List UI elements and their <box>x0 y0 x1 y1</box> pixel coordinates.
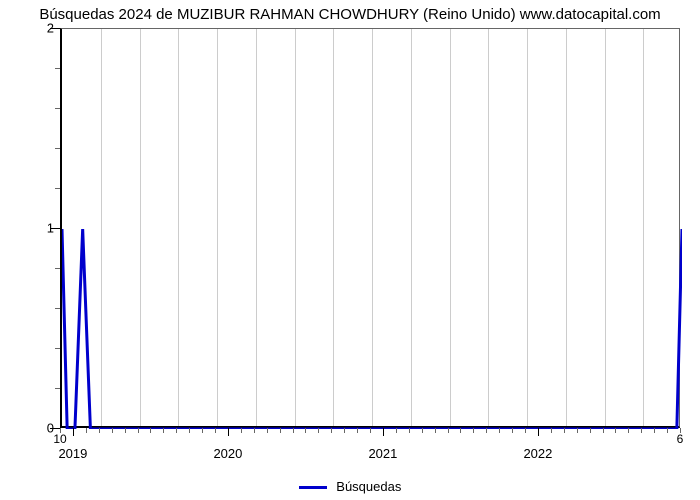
x-tick-minor <box>138 428 139 433</box>
x-year-label: 2019 <box>58 446 87 461</box>
x-tick-minor <box>215 428 216 433</box>
v-gridline <box>295 29 296 426</box>
x-tick-minor <box>603 428 604 433</box>
x-tick-minor <box>512 428 513 433</box>
x-tick-minor <box>435 428 436 433</box>
x-tick-minor <box>370 428 371 433</box>
x-tick-minor <box>267 428 268 433</box>
x-tick-minor <box>318 428 319 433</box>
x-tick-minor <box>641 428 642 433</box>
v-gridline <box>333 29 334 426</box>
y-tick-minor <box>55 68 60 69</box>
x-tick-minor <box>344 428 345 433</box>
v-gridline <box>527 29 528 426</box>
y-tick <box>50 228 60 229</box>
x-tick-minor <box>654 428 655 433</box>
v-gridline <box>643 29 644 426</box>
x-tick-major <box>538 428 539 436</box>
x-tick-minor <box>189 428 190 433</box>
x-tick-minor <box>564 428 565 433</box>
y-tick <box>50 428 60 429</box>
x-tick-minor <box>86 428 87 433</box>
v-gridline <box>605 29 606 426</box>
x-tick-minor <box>331 428 332 433</box>
x-tick-minor <box>176 428 177 433</box>
v-gridline <box>178 29 179 426</box>
x-tick-major <box>73 428 74 436</box>
x-year-label: 2022 <box>523 446 552 461</box>
y-tick-minor <box>55 268 60 269</box>
v-gridline <box>450 29 451 426</box>
v-gridline <box>372 29 373 426</box>
x-tick-minor <box>551 428 552 433</box>
x-tick-minor <box>99 428 100 433</box>
v-gridline <box>411 29 412 426</box>
x-tick-minor <box>150 428 151 433</box>
x-tick-minor <box>577 428 578 433</box>
legend-swatch <box>299 486 327 489</box>
x-tick-minor <box>125 428 126 433</box>
x-tick-minor <box>525 428 526 433</box>
x-tick-minor <box>293 428 294 433</box>
chart-title: Búsquedas 2024 de MUZIBUR RAHMAN CHOWDHU… <box>0 6 700 23</box>
x-tick-minor <box>280 428 281 433</box>
y-tick-minor <box>55 188 60 189</box>
x-tick-minor <box>163 428 164 433</box>
y-tick-minor <box>55 388 60 389</box>
x-tick-major <box>383 428 384 436</box>
x-tick-minor <box>460 428 461 433</box>
x-tick-minor <box>667 428 668 433</box>
x-tick-minor <box>448 428 449 433</box>
plot-area <box>60 28 680 428</box>
x-tick-major <box>228 428 229 436</box>
v-gridline <box>488 29 489 426</box>
chart-container: Búsquedas 2024 de MUZIBUR RAHMAN CHOWDHU… <box>0 0 700 500</box>
endpoint-right-label: 6 <box>677 432 684 446</box>
x-tick-minor <box>305 428 306 433</box>
y-tick-minor <box>55 108 60 109</box>
x-tick-minor <box>241 428 242 433</box>
y-tick-minor <box>55 308 60 309</box>
v-gridline <box>101 29 102 426</box>
x-tick-minor <box>422 428 423 433</box>
x-year-label: 2020 <box>213 446 242 461</box>
v-gridline <box>566 29 567 426</box>
x-tick-minor <box>357 428 358 433</box>
y-tick-minor <box>55 148 60 149</box>
x-tick-minor <box>615 428 616 433</box>
x-tick-minor <box>254 428 255 433</box>
x-tick-minor <box>396 428 397 433</box>
x-tick-minor <box>486 428 487 433</box>
x-tick-minor <box>590 428 591 433</box>
x-tick-minor <box>409 428 410 433</box>
legend-label: Búsquedas <box>336 479 401 494</box>
v-gridline <box>217 29 218 426</box>
v-gridline <box>140 29 141 426</box>
x-tick-minor <box>473 428 474 433</box>
y-tick-minor <box>55 348 60 349</box>
legend: Búsquedas <box>0 479 700 494</box>
y-tick <box>50 28 60 29</box>
x-year-label: 2021 <box>368 446 397 461</box>
x-tick-minor <box>112 428 113 433</box>
x-tick-minor <box>499 428 500 433</box>
v-gridline <box>256 29 257 426</box>
x-tick-minor <box>628 428 629 433</box>
x-tick-minor <box>202 428 203 433</box>
endpoint-left-label: 10 <box>53 432 66 446</box>
